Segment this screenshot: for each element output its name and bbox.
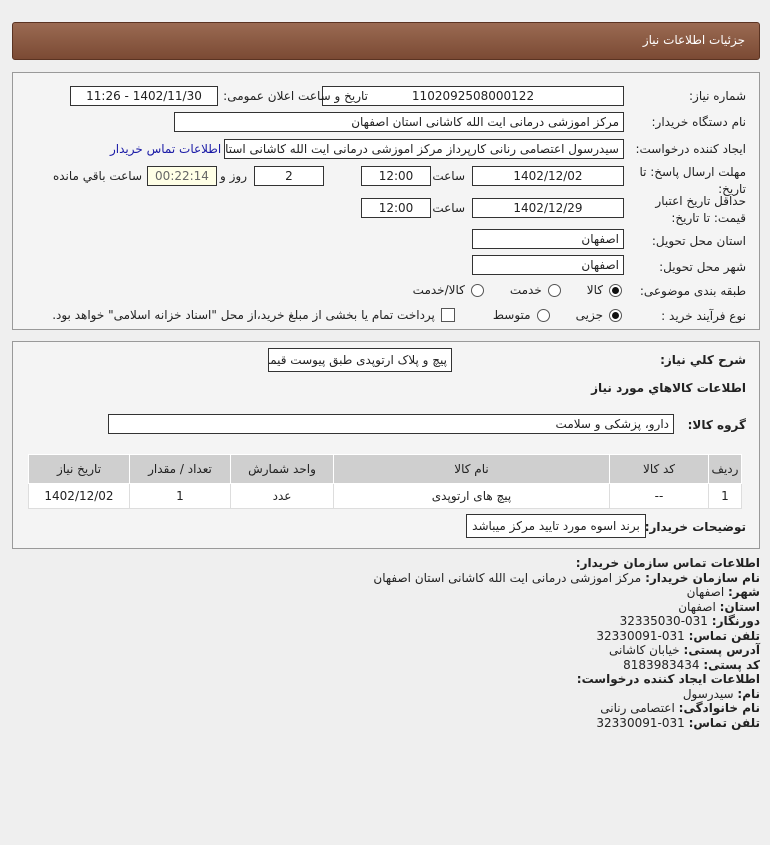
org-value: مرکز اموزشی درمانی ایت الله کاشانی استان… [373,570,642,585]
province-value: اصفهان [678,599,716,614]
col-qty: تعداد / مقدار [129,454,231,484]
col-name: نام کالا [333,454,610,484]
validity-date-field: 1402/12/29 [472,198,624,218]
radio-minor[interactable] [609,308,622,322]
radio-minor-label: جزیی [575,308,603,322]
days-field: 2 [254,166,324,186]
fax-label: دورنگار: [711,614,760,628]
goods-table: ردیف کد کالا نام کالا واحد شمارش تعداد /… [28,454,742,509]
details-panel [12,341,760,549]
deadline-label: مهلت ارسال پاسخ: تا تاریخ: [639,165,746,196]
category-label: طبقه بندی موضوعی: [639,284,746,298]
deadline-time-label: ساعت [432,169,465,183]
radio-medium[interactable] [536,308,550,322]
validity-time-field: 12:00 [361,198,431,218]
remaining-label: ساعت باقي مانده [52,169,142,183]
days-label: روز و [220,169,247,183]
creator-title: اطلاعات ایجاد کننده درخواست: [576,672,760,686]
page-title: جزئیات اطلاعات نیاز [642,33,745,47]
city-label: شهر: [728,585,760,599]
contact-title: اطلاعات تماس سازمان خریدار: [575,556,760,570]
validity-label: حداقل تاریخ اعتبار قیمت: تا تاریخ: [655,194,746,225]
province-label: استان محل تحویل: [651,234,746,248]
goods-group-field: دارو، پزشکی و سلامت [108,414,674,434]
need-number-field: 1102092508000122 [322,86,624,106]
address-value: خیابان کاشانی [608,643,680,657]
page-header: جزئیات اطلاعات نیاز [12,22,760,60]
contact-info: اطلاعات تماس سازمان خریدار: نام سازمان خ… [20,556,760,730]
col-unit: واحد شمارش [230,454,334,484]
fax-value: 031-32335030 [619,614,708,628]
deadline-time-field: 12:00 [361,166,431,186]
table-row: 1 -- پیچ های ارتوپدی عدد 1 1402/12/02 [28,483,742,509]
need-number-label: شماره نیاز: [689,89,746,103]
col-code: کد کالا [609,454,709,484]
radio-goods-service[interactable] [470,283,484,297]
radio-goods-service-label: کالا/خدمت [412,283,465,297]
radio-service[interactable] [547,283,561,297]
treasury-checkbox[interactable] [440,308,455,322]
summary-field: پیچ و پلاک ارتوپدی طبق پیوست قیمت گذاری … [268,348,452,372]
city-field: اصفهان [472,255,624,275]
cell-name: پیچ های ارتوپدی [333,483,610,509]
creator-phone-value: 031-32330091 [596,715,685,730]
name-value: سیدرسول [682,686,734,701]
category-radio-group: کالا خدمت کالا/خدمت [413,283,622,297]
province-label: استان: [719,599,760,614]
radio-goods[interactable] [609,283,622,297]
creator-phone-label: تلفن تماس: [688,715,760,730]
buyer-org-field: مرکز اموزشی درمانی ایت الله کاشانی استان… [174,112,624,132]
buyer-org-label: نام دستگاه خریدار: [651,115,747,129]
validity-time-label: ساعت [432,201,465,215]
buyer-contact-link[interactable]: اطلاعات تماس خریدار [110,142,222,156]
table-header: ردیف کد کالا نام کالا واحد شمارش تعداد /… [28,454,742,484]
announce-label: تاریخ و ساعت اعلان عمومی: [223,89,368,103]
province-field: اصفهان [472,229,624,249]
buyer-notes-field: برند اسوه مورد تایید مرکز میباشد [466,514,646,538]
family-label: نام خانوادگی: [678,701,760,715]
treasury-text: پرداخت تمام یا بخشی از مبلغ خرید،از محل … [52,308,435,322]
radio-goods-label: کالا [586,283,603,297]
cell-date: 1402/12/02 [28,483,130,509]
goods-info-title: اطلاعات كالاهاي مورد نياز [591,381,746,395]
radio-medium-label: متوسط [492,308,531,322]
name-label: نام: [737,686,760,701]
cell-qty: 1 [129,483,231,509]
creator-label: ایجاد کننده درخواست: [635,142,746,156]
cell-code: -- [609,483,709,509]
summary-label: شرح كلي نياز: [660,353,746,367]
deadline-date-field: 1402/12/02 [472,166,624,186]
phone-label: تلفن تماس: [688,628,760,643]
postal-value: 8183983434 [623,657,700,672]
phone-value: 031-32330091 [596,628,685,643]
city-value: اصفهان [686,585,725,599]
radio-service-label: خدمت [509,283,542,297]
buyer-notes-label: توضیحات خریدار: [644,520,746,534]
city-label: شهر محل تحویل: [659,260,746,274]
cell-unit: عدد [230,483,334,509]
col-row: ردیف [708,454,742,484]
family-value: اعتصامی رنانی [600,701,675,715]
org-label: نام سازمان خریدار: [645,570,760,585]
address-label: آدرس پستی: [683,643,760,657]
creator-field: سیدرسول اعتصامی رنانی کارپرداز مرکز اموز… [224,139,624,159]
cell-row: 1 [708,483,742,509]
postal-label: کد پستی: [703,657,760,672]
announce-field: 1402/11/30 - 11:26 [70,86,218,106]
goods-group-label: گروه کالا: [687,418,746,432]
process-label: نوع فرآیند خرید : [661,309,746,323]
process-radio-group: جزیی متوسط پرداخت تمام یا بخشی از مبلغ خ… [52,308,622,322]
remaining-time-field: 00:22:14 [147,166,217,186]
col-date: تاریخ نیاز [28,454,130,484]
